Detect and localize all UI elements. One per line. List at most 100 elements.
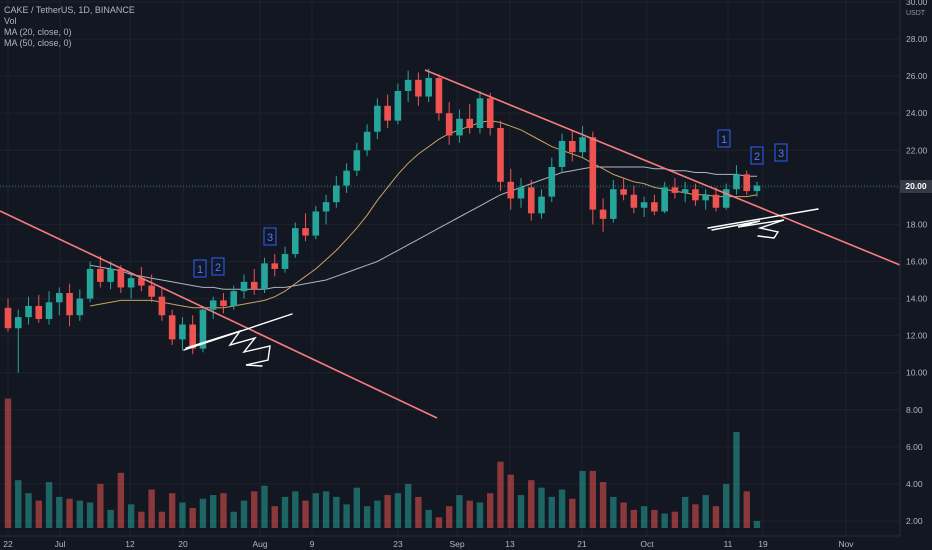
current-price-tag: 20.00 <box>900 180 932 193</box>
ma50-legend[interactable]: MA (50, close, 0) <box>4 38 72 48</box>
volume-bar <box>45 482 53 528</box>
time-tick-label: 9 <box>310 539 315 549</box>
candle-body <box>404 79 412 91</box>
volume-bar <box>651 509 658 528</box>
volume-bar <box>76 500 84 528</box>
volume-bar <box>487 493 494 528</box>
price-tick-label: 26.00 <box>906 71 928 81</box>
candle-body <box>363 131 371 151</box>
volume-bar <box>517 495 525 528</box>
volume-bar <box>610 496 617 528</box>
volume-bar <box>281 496 289 528</box>
volume-bar <box>394 493 402 528</box>
volume-bar <box>384 495 391 528</box>
candle-body <box>97 268 104 282</box>
volume-bar <box>312 493 319 528</box>
candle-body <box>322 202 330 212</box>
volume-bar <box>620 502 627 528</box>
volume-bar <box>179 502 186 528</box>
time-axis[interactable]: 22 Jul 12 20 Aug 9 23 Sep 13 21 Oct 11 19 Nov <box>3 539 854 549</box>
candle-body <box>538 196 545 214</box>
candle-body <box>302 228 309 236</box>
price-tick-label: 16.00 <box>906 256 928 266</box>
moving-averages <box>90 120 758 309</box>
volume-bar <box>753 521 761 528</box>
candle-body <box>168 315 176 340</box>
candle-body <box>209 300 217 310</box>
candle-body <box>394 90 402 121</box>
candle-body <box>517 187 525 199</box>
volume-bar <box>538 487 545 528</box>
volume-bar <box>240 500 248 528</box>
time-tick-label: 23 <box>393 539 403 549</box>
ma20-line <box>90 120 758 309</box>
candle-body <box>569 141 576 153</box>
candle-body <box>640 202 648 208</box>
wave-label: 1 <box>197 264 203 276</box>
candle-body <box>486 98 494 129</box>
candle-body <box>199 309 207 349</box>
candle-body <box>312 211 320 236</box>
volume-bar <box>558 489 566 528</box>
candle-body <box>384 105 391 121</box>
wave-label: 3 <box>778 148 784 160</box>
wave-label-box <box>193 259 207 278</box>
volume-bar <box>66 498 73 528</box>
volume-bar <box>333 496 340 528</box>
chart-legend: CAKE / TetherUS, 1D, BINANCE Vol MA (20,… <box>4 5 135 49</box>
candle-body <box>158 296 166 316</box>
grid <box>0 0 900 536</box>
candle-body <box>4 307 12 329</box>
volume-bar <box>292 491 299 528</box>
volume-bar <box>692 504 699 528</box>
price-tick-label: 10.00 <box>906 368 928 378</box>
time-tick-label: Oct <box>640 539 654 549</box>
candle-body <box>476 98 484 129</box>
candle-body <box>86 268 94 299</box>
candle-body <box>610 189 617 219</box>
candle-body <box>671 187 679 193</box>
candle-body <box>250 281 258 290</box>
candle-body <box>630 194 638 208</box>
wave-label-box <box>211 257 225 276</box>
wave-label: 2 <box>215 262 221 274</box>
volume-bar <box>35 500 42 528</box>
candle-body <box>558 141 566 167</box>
volume-bar <box>343 504 350 528</box>
candle-body <box>148 285 155 297</box>
volume-bar <box>230 511 237 528</box>
candle-body <box>240 281 248 292</box>
candle-body <box>456 118 463 136</box>
candle-body <box>722 189 730 208</box>
vol-legend[interactable]: Vol <box>4 16 17 26</box>
candle-body <box>753 185 761 192</box>
candle-body <box>599 209 607 219</box>
volume-bar <box>15 480 22 528</box>
volume-bar <box>528 480 535 528</box>
volume-bar <box>97 483 104 528</box>
price-tick-label: 12.00 <box>906 331 928 341</box>
volume-bar <box>599 482 607 528</box>
candle-body <box>35 305 43 319</box>
candle-body <box>45 302 53 319</box>
volume-bar <box>579 470 586 528</box>
volume-bar <box>220 493 227 528</box>
symbol-title[interactable]: CAKE / TetherUS, 1D, BINANCE <box>4 5 135 15</box>
volume-bar <box>251 491 258 528</box>
ma20-legend[interactable]: MA (20, close, 0) <box>4 27 72 37</box>
candle-body <box>435 77 443 114</box>
candle-body <box>66 293 73 316</box>
volume-bar <box>630 509 638 528</box>
volume-bar <box>148 489 155 528</box>
price-tick-label: 2.00 <box>906 516 923 526</box>
wave-label: 2 <box>754 151 760 163</box>
price-tick-label: 18.00 <box>906 219 928 229</box>
volume-bar <box>363 506 371 528</box>
candle-body <box>291 228 299 255</box>
time-tick-label: Aug <box>252 539 267 549</box>
time-tick-label: 11 <box>724 539 733 549</box>
candle-body <box>681 189 689 193</box>
volume-bar <box>107 509 114 528</box>
volume-bar <box>404 483 412 528</box>
